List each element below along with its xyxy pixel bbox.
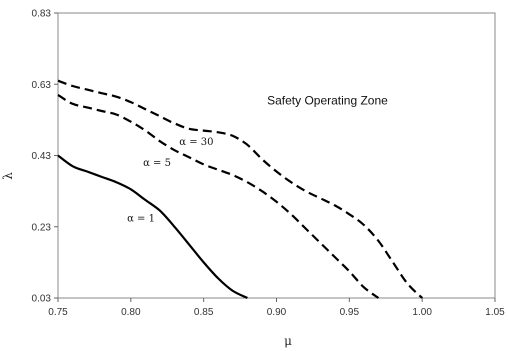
series-line-2 xyxy=(57,93,380,299)
series-labels: α = 1 α = 5 α = 30 xyxy=(127,137,213,225)
plot-border xyxy=(57,12,496,299)
x-tick-label: 0.90 xyxy=(267,307,287,318)
y-axis-label: λ xyxy=(1,172,15,180)
x-axis-ticks: 0.75 0.80 0.85 0.90 0.95 1.00 1.05 xyxy=(48,298,505,318)
y-tick-label: 0.43 xyxy=(32,151,52,162)
series-label-2: α = 5 xyxy=(143,158,171,169)
series-line-1 xyxy=(57,154,248,299)
x-axis-label: μ xyxy=(284,334,292,348)
annotations: Safety Operating Zone xyxy=(267,93,388,107)
y-axis-ticks: 0.03 0.23 0.43 0.63 0.83 xyxy=(32,9,58,305)
y-tick-label: 0.03 xyxy=(32,294,52,305)
plot-frame xyxy=(57,12,496,299)
series-label-1: α = 1 xyxy=(127,213,155,224)
x-tick-label: 0.80 xyxy=(121,307,141,318)
y-tick-label: 0.83 xyxy=(32,9,52,20)
series-line-3 xyxy=(57,79,423,299)
annotation-text: Safety Operating Zone xyxy=(267,93,388,107)
x-tick-label: 0.75 xyxy=(48,307,68,318)
series-label-3: α = 30 xyxy=(179,137,213,148)
y-tick-label: 0.63 xyxy=(32,80,52,91)
x-tick-label: 1.00 xyxy=(412,307,432,318)
series-lines xyxy=(57,79,423,299)
x-tick-label: 1.05 xyxy=(485,307,505,318)
x-tick-label: 0.85 xyxy=(194,307,214,318)
y-tick-label: 0.23 xyxy=(32,222,52,233)
x-tick-label: 0.95 xyxy=(340,307,360,318)
